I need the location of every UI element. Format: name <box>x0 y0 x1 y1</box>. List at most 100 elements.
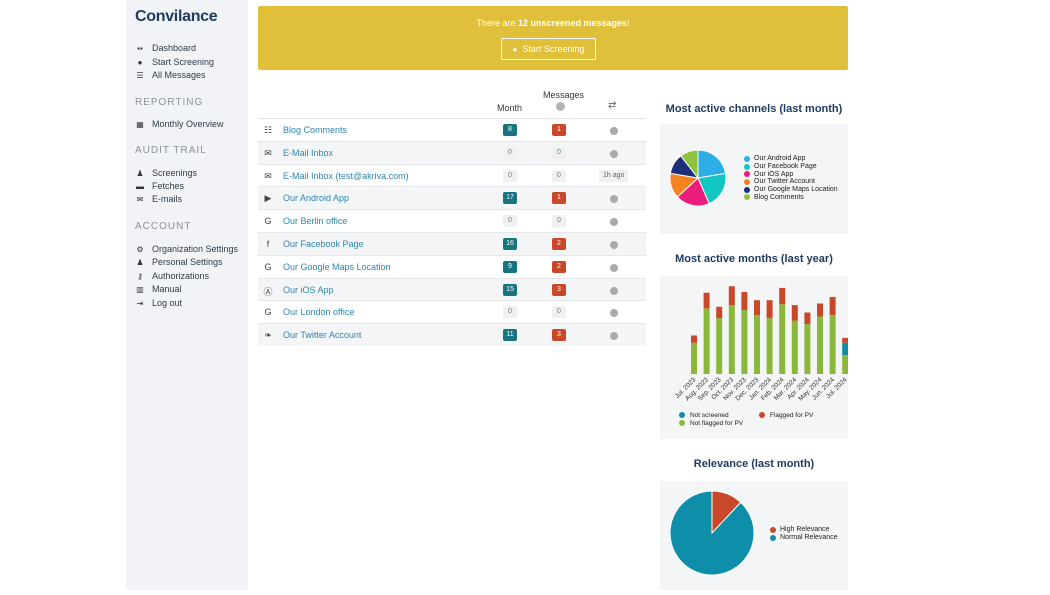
channel-link[interactable]: Our Android App <box>283 193 350 204</box>
banner-text: There are 12 unscreened messages! <box>258 18 848 28</box>
legend-label: Our Twitter Account <box>754 178 815 186</box>
channel-link[interactable]: Our Facebook Page <box>283 239 364 249</box>
table-row[interactable]: ❧ Our Twitter Account 11 3 <box>258 323 646 347</box>
pie-slice[interactable] <box>697 172 727 205</box>
button-label: Start Screening <box>522 44 585 54</box>
app-logo[interactable]: Convilance <box>135 8 218 25</box>
nav-dashboard[interactable]: ▪▪ Dashboard <box>135 42 196 54</box>
bar-segment[interactable] <box>728 286 735 306</box>
pie-slice[interactable] <box>697 149 727 179</box>
bar-segment[interactable] <box>842 337 849 343</box>
channels-legend: Our Android App Our Facebook Page Our iOS … <box>744 155 838 201</box>
table-row[interactable]: ✉ E-Mail Inbox 0 0 <box>258 140 646 164</box>
channel-link[interactable]: Our Twitter Account <box>283 330 362 341</box>
bar-segment[interactable] <box>766 318 773 374</box>
nav-personal-settings[interactable]: ♟ Personal Settings <box>135 256 222 268</box>
start-screening-button[interactable]: ● Start Screening <box>501 38 596 60</box>
pie-slice[interactable] <box>669 490 755 576</box>
bar-segment[interactable] <box>716 318 723 374</box>
sidebar <box>126 0 248 590</box>
table-row[interactable]: Ⓐ Our iOS App 15 3 <box>258 277 646 301</box>
bar-segment[interactable] <box>804 312 811 324</box>
bar-segment[interactable] <box>829 296 836 315</box>
table-row[interactable]: ☷ Blog Comments 8 1 <box>258 118 646 141</box>
bar-segment[interactable] <box>817 303 823 317</box>
channel-link[interactable]: Our London office <box>283 307 355 318</box>
last-fetch-badge: 1h ago <box>599 169 629 182</box>
bar-segment[interactable] <box>741 310 748 374</box>
fetch-status-icon <box>610 286 618 295</box>
bar-segment[interactable] <box>703 292 710 309</box>
table-row[interactable]: ✉ E-Mail Inbox (test@akriva.com) 0 0 1h ago <box>258 163 646 187</box>
messages-count-badge: 1 <box>552 192 566 205</box>
channel-link[interactable]: E-Mail Inbox (test@akriva.com) <box>283 170 409 181</box>
nav-screenings[interactable]: ♟ Screenings <box>135 167 197 179</box>
pie-slice[interactable] <box>680 149 699 180</box>
nav-manual[interactable]: ▥ Manual <box>135 283 181 295</box>
bar-segment[interactable] <box>779 304 786 374</box>
bar-segment[interactable] <box>791 320 798 374</box>
channel-link[interactable]: Our Berlin office <box>283 216 348 227</box>
section-reporting: REPORTING <box>135 97 204 108</box>
bar-segment[interactable] <box>766 300 773 319</box>
fetch-status-icon <box>610 241 618 249</box>
bar-segment[interactable] <box>741 292 748 311</box>
truck-icon: ▬ <box>136 181 144 191</box>
fetch-status-icon <box>610 149 618 158</box>
book-icon: ▥ <box>136 284 144 294</box>
bar-segment[interactable] <box>691 335 697 343</box>
bar-segment[interactable] <box>817 316 823 374</box>
channel-link[interactable]: Our Google Maps Location <box>283 261 391 272</box>
fetch-status-icon <box>610 263 618 272</box>
messages-count-badge: 3 <box>552 283 566 296</box>
legend-swatch <box>744 163 750 170</box>
bar-segment[interactable] <box>842 355 849 374</box>
legend-swatch <box>759 412 765 418</box>
nav-organization-settings[interactable]: ⚙ Organization Settings <box>135 243 238 255</box>
month-count-badge: 11 <box>503 329 517 342</box>
logout-icon: ⇥ <box>136 298 144 308</box>
bar-segment[interactable] <box>804 323 811 374</box>
messages-count-badge: 2 <box>552 238 566 250</box>
table-row[interactable]: G Our Google Maps Location 9 2 <box>258 254 646 278</box>
messages-count-badge: 2 <box>552 260 566 273</box>
bar-segment[interactable] <box>791 305 798 321</box>
bar-segment[interactable] <box>779 287 786 305</box>
nav-logout[interactable]: ⇥ Log out <box>135 297 182 309</box>
legend-swatch <box>679 420 685 426</box>
legend-swatch <box>744 171 750 178</box>
refresh-icon[interactable]: ⇄ <box>608 100 617 111</box>
legend-label: Not screened <box>690 412 729 419</box>
table-row[interactable]: f Our Facebook Page 16 2 <box>258 232 646 255</box>
channel-link[interactable]: E-Mail Inbox <box>283 147 334 158</box>
nav-label: Organization Settings <box>152 244 239 254</box>
nav-fetches[interactable]: ▬ Fetches <box>135 180 184 192</box>
legend-label: High Relevance <box>780 526 830 534</box>
channel-link[interactable]: Blog Comments <box>283 125 348 135</box>
month-count-badge: 0 <box>503 215 517 228</box>
nav-emails[interactable]: ✉ E-mails <box>135 193 182 205</box>
bar-segment[interactable] <box>691 342 697 374</box>
bar-segment[interactable] <box>728 305 735 374</box>
legend-item: High Relevance <box>770 526 838 534</box>
nav-all-messages[interactable]: ☰ All Messages <box>135 69 205 81</box>
bar-segment[interactable] <box>829 314 836 374</box>
table-row[interactable]: ▶ Our Android App 17 1 <box>258 186 646 210</box>
relevance-pie <box>669 490 755 576</box>
bar-segment[interactable] <box>716 306 723 319</box>
unscreened-header-icon <box>556 102 565 111</box>
bar-segment[interactable] <box>842 342 849 356</box>
nav-label: Start Screening <box>152 57 215 67</box>
table-row[interactable]: G Our London office 0 0 <box>258 300 646 323</box>
unscreened-banner: There are 12 unscreened messages! ● Start… <box>258 6 848 70</box>
bar-segment[interactable] <box>703 308 710 374</box>
table-row[interactable]: G Our Berlin office 0 0 <box>258 209 646 232</box>
channel-link[interactable]: Our iOS App <box>283 284 334 295</box>
bar-segment[interactable] <box>754 300 760 315</box>
legend-swatch <box>770 526 776 533</box>
nav-monthly-overview[interactable]: ▦ Monthly Overview <box>135 118 223 130</box>
legend-item: Our iOS App <box>744 170 838 178</box>
nav-start-screening[interactable]: ● Start Screening <box>135 56 214 68</box>
nav-authorizations[interactable]: ⚷ Authorizations <box>135 270 209 282</box>
bar-segment[interactable] <box>754 314 760 374</box>
